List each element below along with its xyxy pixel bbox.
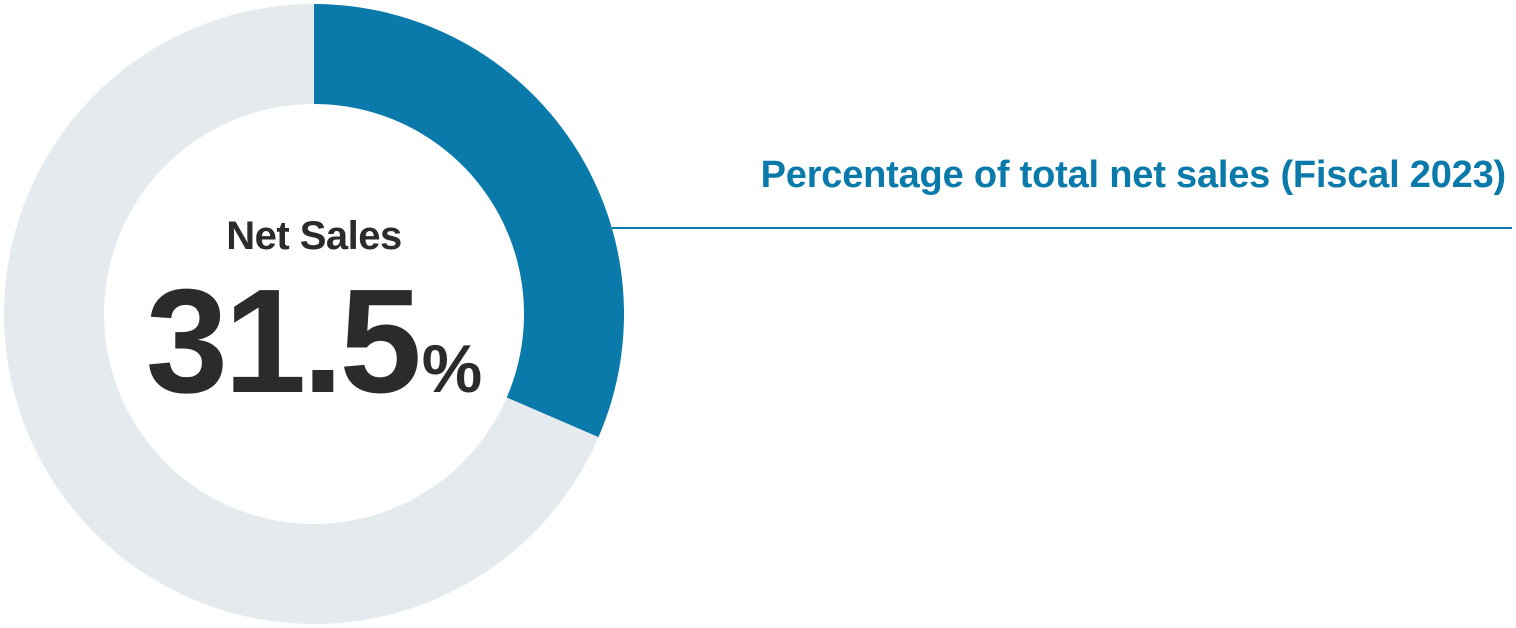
center-value: 31.5%	[0, 268, 628, 443]
donut-chart	[4, 4, 624, 624]
center-value-number: 31.5	[145, 259, 422, 424]
center-label: Net Sales	[226, 214, 402, 258]
donut-slice-net-sales	[314, 4, 624, 438]
title-underline	[612, 227, 1512, 229]
center-value-unit: %	[421, 331, 483, 407]
donut-slice-remainder	[4, 4, 599, 624]
chart-title: Percentage of total net sales (Fiscal 20…	[760, 154, 1507, 196]
